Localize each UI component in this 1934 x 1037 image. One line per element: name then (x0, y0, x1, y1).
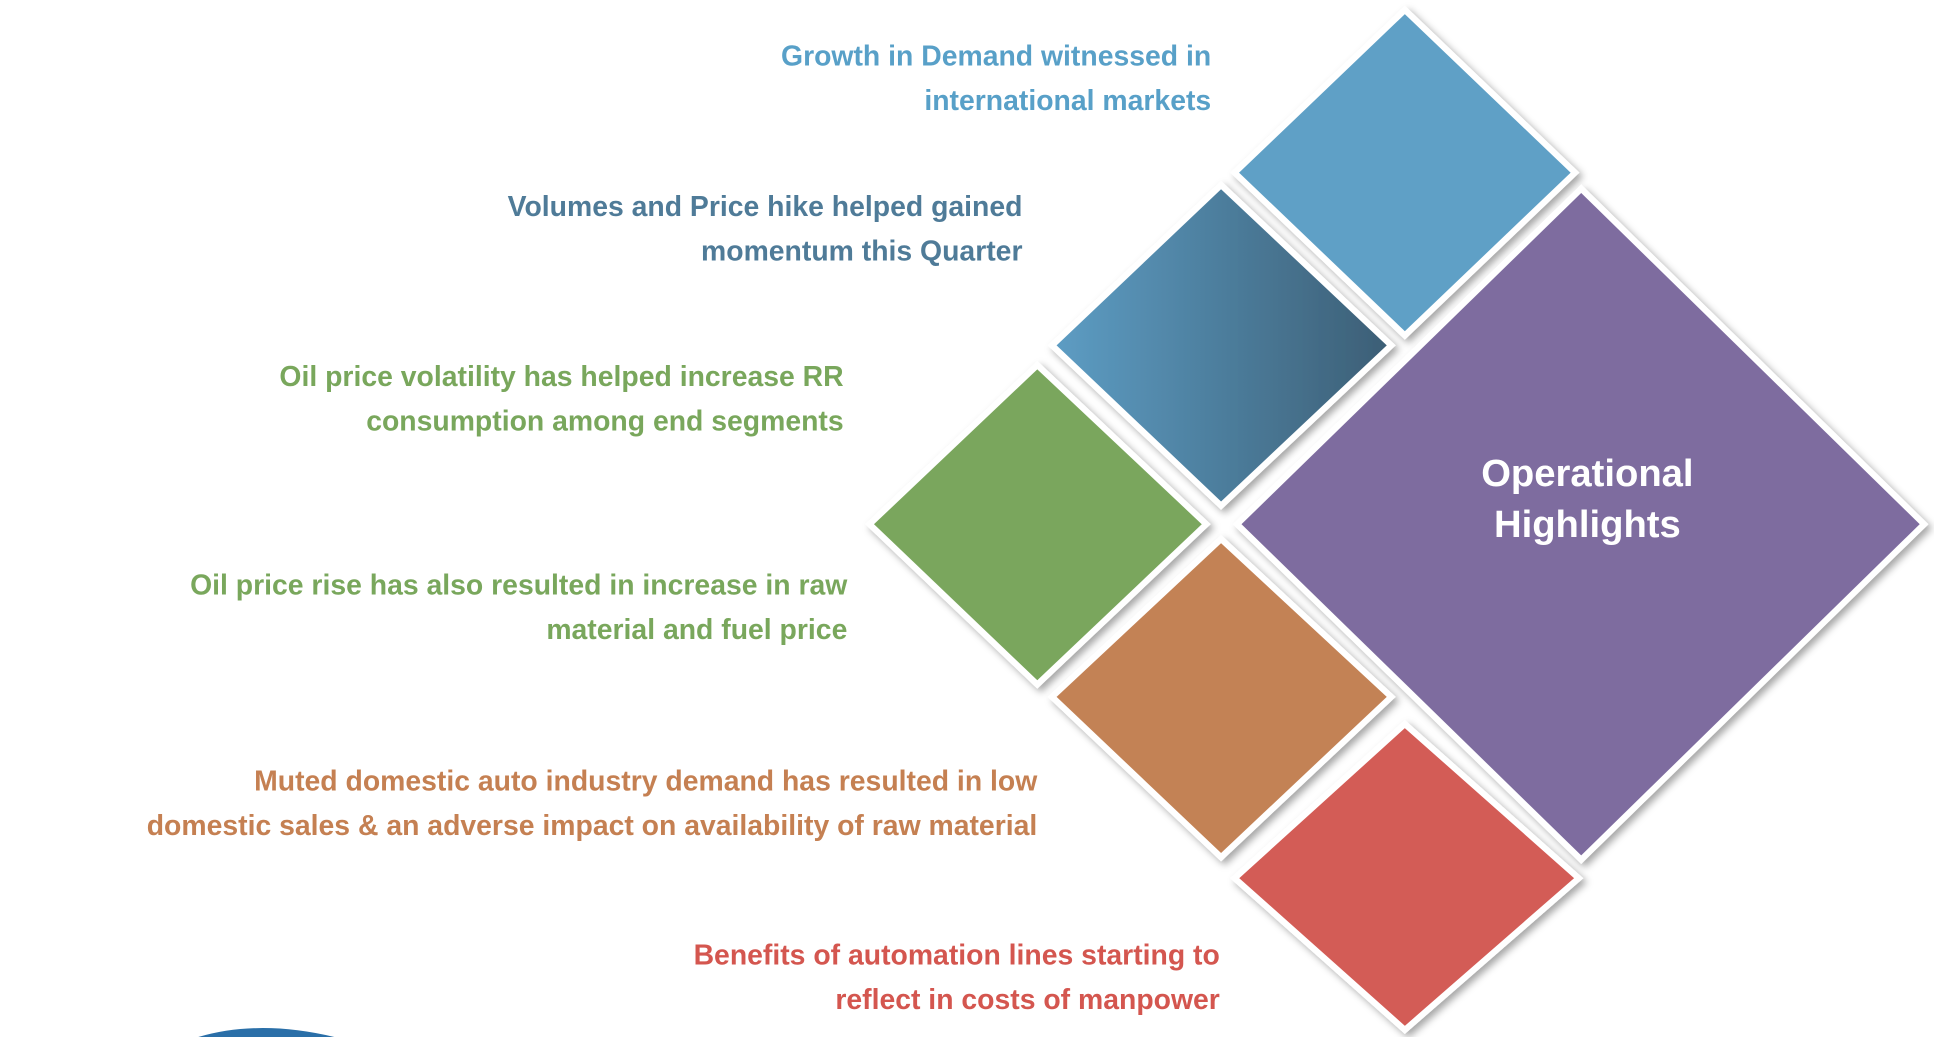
highlight-text: consumption among end segments (366, 406, 843, 438)
center-title: Operational (1481, 452, 1693, 495)
diamond-dark-blue (1047, 180, 1396, 510)
diamond-blue (1230, 5, 1580, 340)
diamond-purple (1232, 184, 1929, 864)
highlight-text: Volumes and Price hike helped gained (508, 191, 1023, 223)
center-title: Highlights (1494, 503, 1681, 546)
highlight-text: reflect in costs of manpower (835, 984, 1220, 1016)
diamond-green (865, 360, 1211, 689)
highlight-text: Oil price rise has also resulted in incr… (190, 570, 848, 602)
highlight-text: Muted domestic auto industry demand has … (254, 766, 1038, 798)
content: Growth in Demand witnessed in internation… (147, 5, 1929, 1037)
diamond-orange (1047, 534, 1396, 862)
highlight-text: Oil price volatility has helped increase… (279, 361, 843, 393)
highlight-text: international markets (924, 85, 1211, 117)
logo-fragment (198, 1028, 335, 1037)
highlight-text: Benefits of automation lines starting to (694, 940, 1220, 972)
diamonds (865, 5, 1929, 1034)
highlight-text: momentum this Quarter (701, 235, 1022, 267)
highlight-text: Growth in Demand witnessed in (781, 40, 1211, 72)
highlight-text: material and fuel price (546, 614, 847, 646)
highlight-text: domestic sales & an adverse impact on av… (147, 810, 1038, 842)
diamond-red (1230, 719, 1584, 1034)
